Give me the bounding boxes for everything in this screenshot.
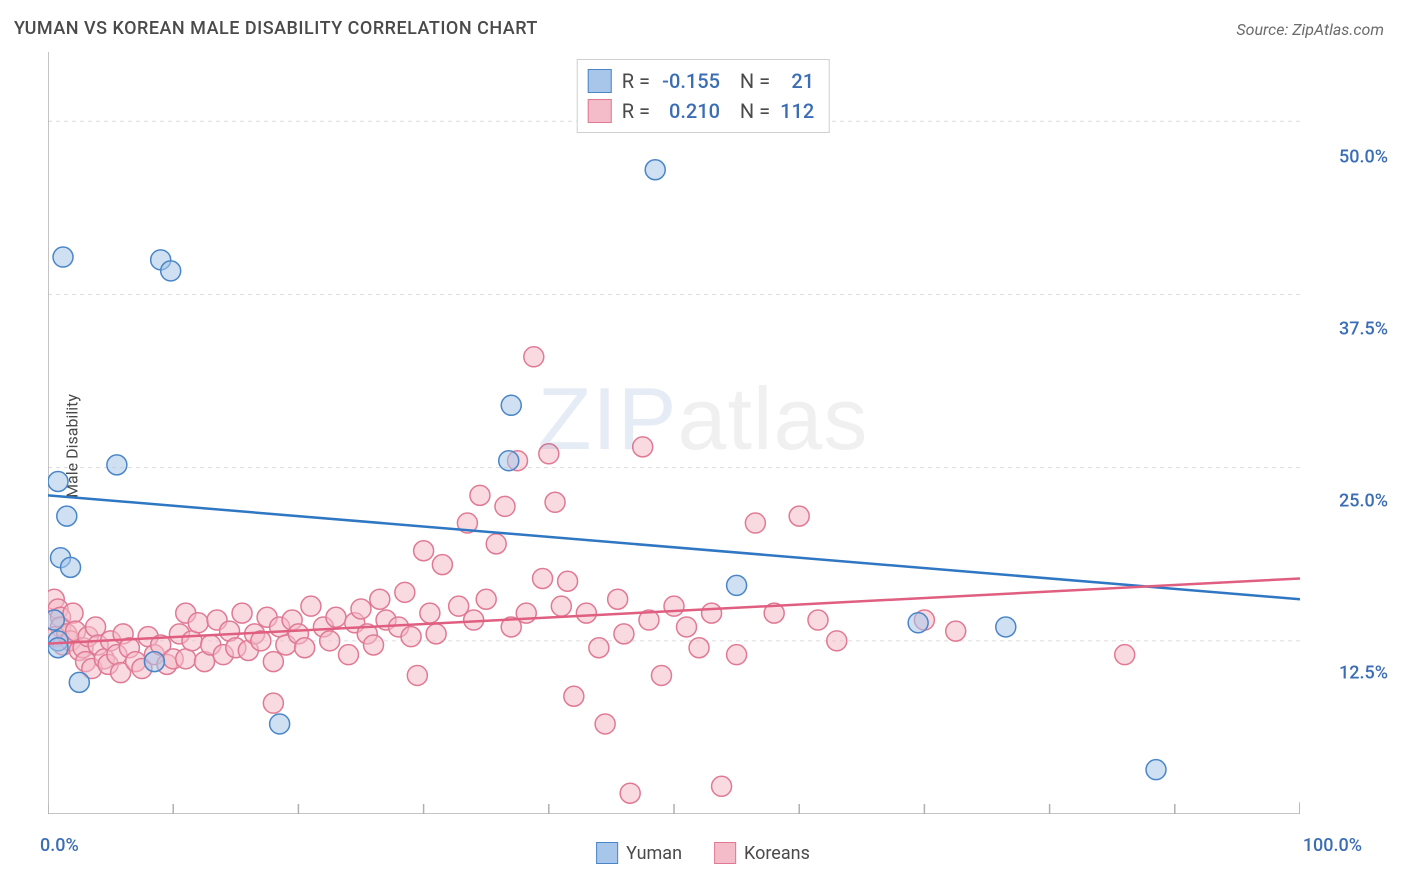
series-name-koreans: Koreans [744, 843, 810, 864]
swatch-koreans [588, 99, 612, 123]
x-tick-100: 100.0% [1303, 835, 1362, 856]
r-label: R = [622, 96, 650, 126]
chart-title: YUMAN VS KOREAN MALE DISABILITY CORRELAT… [14, 18, 538, 39]
legend-item-yuman: Yuman [596, 842, 682, 864]
n-value-yuman: 21 [780, 66, 814, 96]
y-tick-12-5: 12.5% [1339, 663, 1388, 684]
scatter-plot-svg [48, 52, 1300, 814]
swatch-yuman [596, 842, 618, 864]
legend-row-koreans: R = 0.210 N = 112 [588, 96, 815, 126]
correlation-legend: R = -0.155 N = 21 R = 0.210 N = 112 [577, 59, 830, 133]
n-value-koreans: 112 [780, 96, 814, 126]
legend-row-yuman: R = -0.155 N = 21 [588, 66, 815, 96]
swatch-koreans [714, 842, 736, 864]
plot-area [48, 52, 1300, 814]
chart-source: Source: ZipAtlas.com [1236, 20, 1384, 39]
series-legend: Yuman Koreans [596, 842, 810, 864]
r-label: R = [622, 66, 650, 96]
swatch-yuman [588, 69, 612, 93]
y-tick-50-0: 50.0% [1339, 147, 1388, 168]
n-label: N = [730, 66, 770, 96]
x-tick-0: 0.0% [40, 835, 79, 856]
legend-item-koreans: Koreans [714, 842, 810, 864]
n-label: N = [730, 96, 770, 126]
r-value-yuman: -0.155 [660, 66, 720, 96]
series-name-yuman: Yuman [626, 843, 682, 864]
y-tick-25-0: 25.0% [1339, 491, 1388, 512]
r-value-koreans: 0.210 [660, 96, 720, 126]
y-tick-37-5: 37.5% [1339, 319, 1388, 340]
